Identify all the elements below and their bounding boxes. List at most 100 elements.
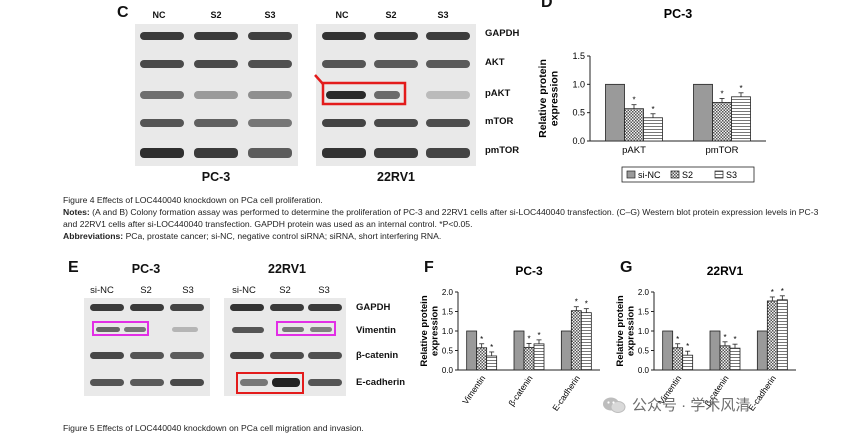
abbr-text: PCa, prostate cancer; si-NC, negative co… bbox=[125, 231, 442, 241]
western-band bbox=[322, 148, 366, 158]
western-band bbox=[426, 60, 470, 68]
bar bbox=[756, 330, 768, 371]
figure5-caption: Figure 5 Effects of LOC440040 knockdown … bbox=[63, 422, 823, 434]
western-band bbox=[308, 379, 342, 386]
bar bbox=[643, 117, 663, 142]
lane-label: NC bbox=[152, 10, 166, 20]
western-band bbox=[124, 327, 146, 332]
chart-title: PC-3 bbox=[664, 7, 693, 21]
lane-label: S2 bbox=[140, 285, 152, 296]
bar bbox=[560, 330, 572, 371]
western-band bbox=[130, 304, 164, 311]
significance-star: * bbox=[537, 331, 540, 340]
western-band bbox=[310, 327, 332, 332]
bar bbox=[766, 300, 778, 371]
western-band bbox=[248, 148, 292, 158]
legend-label: si-NC bbox=[638, 170, 661, 180]
legend-label: S2 bbox=[682, 170, 693, 180]
western-band bbox=[90, 352, 124, 359]
figure4-abbreviations: Abbreviations: PCa, prostate cancer; si-… bbox=[63, 230, 823, 242]
significance-star: * bbox=[575, 298, 578, 307]
y-tick-label: 1.5 bbox=[638, 308, 650, 317]
watermark-text: 公众号 · 学术风清 bbox=[632, 397, 751, 414]
y-tick-label: 1.5 bbox=[442, 308, 454, 317]
bar bbox=[672, 347, 684, 371]
y-tick-label: 1.0 bbox=[638, 327, 650, 336]
notes-label: Notes: bbox=[63, 207, 90, 217]
y-tick-label: 1.0 bbox=[572, 79, 585, 89]
abbr-label: Abbreviations: bbox=[63, 231, 124, 241]
lane-label: NC bbox=[335, 10, 349, 20]
legend-swatch bbox=[670, 170, 680, 179]
bar bbox=[580, 312, 592, 371]
western-band bbox=[230, 352, 264, 359]
cell-line-label: PC-3 bbox=[201, 170, 231, 184]
panel-f-letter: F bbox=[424, 259, 434, 276]
significance-star: * bbox=[651, 105, 654, 114]
western-band bbox=[140, 91, 184, 99]
wechat-icon bbox=[603, 397, 626, 413]
chart-g: 22RV1 Relative protein expression 0.0 0.5 1.0… bbox=[616, 264, 796, 413]
bar bbox=[693, 83, 713, 142]
bar bbox=[605, 83, 625, 142]
bar bbox=[476, 347, 488, 371]
y-axis-label: Relative protein bbox=[616, 295, 626, 366]
y-axis-label: Relative protein bbox=[420, 295, 430, 366]
highlight-box-vimentin-pc3 bbox=[92, 321, 149, 336]
bar bbox=[570, 310, 582, 371]
western-band bbox=[426, 32, 470, 40]
lane-label: S2 bbox=[210, 10, 222, 20]
western-band bbox=[270, 304, 304, 311]
western-band bbox=[140, 60, 184, 68]
highlight-rect bbox=[321, 81, 407, 106]
western-band bbox=[272, 378, 300, 387]
bar bbox=[662, 330, 674, 371]
significance-star: * bbox=[723, 333, 726, 342]
cell-line-label: 22RV1 bbox=[377, 170, 415, 184]
cell-line-label: 22RV1 bbox=[268, 262, 306, 276]
lane-label: si-NC bbox=[90, 285, 114, 296]
chart-d: PC-3 Relative protein expression 0.0 0.5 1.0 1… bbox=[537, 7, 766, 183]
y-axis-label: Relative protein bbox=[537, 59, 549, 138]
bar bbox=[731, 96, 751, 142]
cell-line-label: PC-3 bbox=[131, 262, 161, 276]
x-category-label: E-cadherin bbox=[746, 373, 778, 413]
western-band bbox=[170, 379, 204, 386]
y-tick-label: 2.0 bbox=[638, 288, 650, 297]
bar bbox=[624, 108, 644, 142]
western-band bbox=[232, 327, 264, 333]
western-band bbox=[326, 91, 366, 99]
bar bbox=[776, 299, 788, 371]
significance-star: * bbox=[720, 89, 723, 98]
y-axis-label: expression bbox=[430, 306, 441, 356]
western-band bbox=[374, 60, 418, 68]
lane-label: S2 bbox=[279, 285, 291, 296]
bar bbox=[682, 354, 694, 371]
row-label: GAPDH bbox=[485, 28, 520, 39]
chart-title: PC-3 bbox=[515, 264, 543, 278]
significance-star: * bbox=[632, 96, 635, 105]
lane-label: S3 bbox=[182, 285, 194, 296]
figure4-caption: Figure 4 Effects of LOC440040 knockdown … bbox=[63, 194, 823, 242]
western-band bbox=[194, 119, 238, 127]
x-category-label: β-catenin bbox=[506, 373, 534, 408]
row-label: E-cadherin bbox=[356, 377, 406, 388]
significance-star: * bbox=[527, 334, 530, 343]
western-band bbox=[322, 60, 366, 68]
x-category-label: pmTOR bbox=[705, 145, 738, 156]
legend-label: S3 bbox=[726, 170, 737, 180]
significance-star: * bbox=[771, 288, 774, 297]
y-tick-label: 0.0 bbox=[572, 136, 585, 146]
western-band bbox=[194, 60, 238, 68]
western-band bbox=[426, 91, 470, 99]
western-band bbox=[374, 148, 418, 158]
y-tick-label: 0.0 bbox=[638, 366, 650, 375]
western-band bbox=[194, 91, 238, 99]
watermark: 公众号 · 学术风清 bbox=[602, 394, 750, 415]
western-band bbox=[248, 91, 292, 99]
western-band bbox=[194, 148, 238, 158]
significance-star: * bbox=[733, 335, 736, 344]
western-band bbox=[426, 119, 470, 127]
y-tick-label: 2.0 bbox=[442, 288, 454, 297]
y-tick-label: 0.5 bbox=[572, 108, 585, 118]
